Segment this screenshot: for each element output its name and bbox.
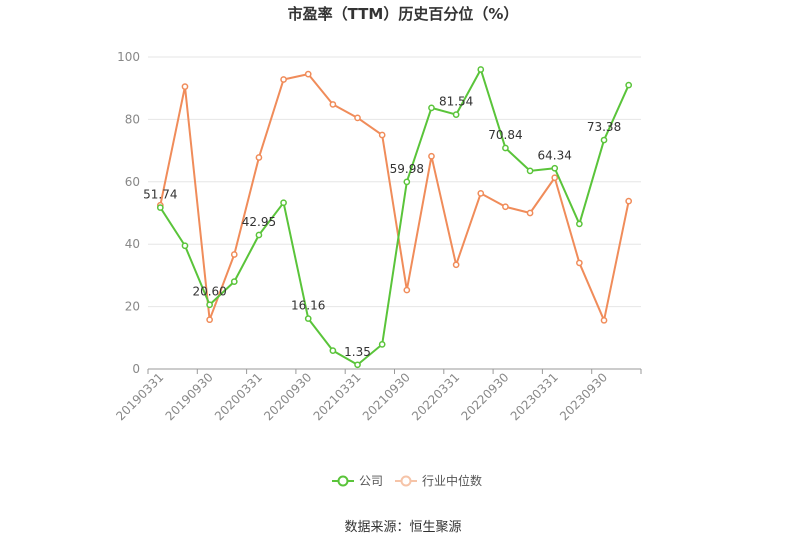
data-point[interactable] <box>181 83 189 90</box>
data-point[interactable] <box>304 70 312 78</box>
data-point[interactable] <box>255 231 263 239</box>
y-tick-label: 60 <box>125 175 140 189</box>
y-tick-label: 40 <box>125 237 140 251</box>
data-point[interactable] <box>477 189 485 197</box>
data-point[interactable] <box>304 315 312 322</box>
series-line <box>159 73 630 322</box>
data-point[interactable] <box>403 286 411 294</box>
data-label: 73.38 <box>587 120 621 134</box>
data-label: 42.95 <box>242 215 276 229</box>
data-point[interactable] <box>329 101 337 108</box>
y-tick-label: 0 <box>132 362 140 376</box>
gridlines <box>148 56 641 308</box>
data-point[interactable] <box>625 197 633 205</box>
data-point[interactable] <box>526 209 534 217</box>
y-tick-label: 80 <box>125 112 140 126</box>
data-label: 64.34 <box>538 148 572 162</box>
data-point[interactable] <box>600 136 608 144</box>
x-tick-label: 20190331 <box>113 370 166 423</box>
legend-swatch-marker <box>400 475 412 487</box>
data-point[interactable] <box>600 316 608 324</box>
data-point[interactable] <box>230 278 238 285</box>
data-label: 59.98 <box>390 162 424 176</box>
data-point[interactable] <box>206 316 213 324</box>
data-label: 70.84 <box>488 128 522 142</box>
data-point[interactable] <box>378 131 386 139</box>
legend-label: 公司 <box>359 474 383 488</box>
data-point[interactable] <box>280 76 287 83</box>
data-point[interactable] <box>255 154 263 161</box>
x-tick-label: 20230930 <box>557 370 610 423</box>
data-point[interactable] <box>378 341 386 348</box>
data-label: 20.60 <box>192 285 226 299</box>
data-point[interactable] <box>576 220 583 228</box>
data-point[interactable] <box>403 178 411 186</box>
data-point[interactable] <box>452 261 460 269</box>
data-labels: 51.74 20.60 42.95 16.16 1.35 59.98 81.54 70.84 6… <box>143 95 621 359</box>
legend-item[interactable]: 行业中位数 <box>395 473 482 488</box>
x-tick-label: 20220331 <box>409 370 462 423</box>
data-point[interactable] <box>502 144 509 152</box>
data-point[interactable] <box>280 199 287 207</box>
data-point[interactable] <box>576 259 583 267</box>
data-label: 51.74 <box>143 188 177 202</box>
data-point[interactable] <box>156 204 164 211</box>
legend[interactable]: 公司 行业中位数 <box>332 473 482 488</box>
y-axis-ticks: 0 20 40 60 80 100 <box>117 50 140 376</box>
x-tick-label: 20200930 <box>261 370 314 423</box>
data-point[interactable] <box>625 81 633 89</box>
x-tick-label: 20200331 <box>212 370 265 423</box>
y-tick-label: 100 <box>117 50 140 64</box>
source-text: 数据来源：恒生聚源 <box>344 520 461 535</box>
data-point[interactable] <box>428 152 435 160</box>
data-point[interactable] <box>206 301 213 309</box>
data-point[interactable] <box>181 242 189 250</box>
data-point[interactable] <box>551 174 559 182</box>
legend-swatch-marker <box>337 475 349 487</box>
data-point[interactable] <box>502 203 509 211</box>
x-tick-label: 20230331 <box>508 370 561 423</box>
x-tick-label: 20190930 <box>163 370 216 423</box>
legend-item[interactable]: 公司 <box>332 474 383 488</box>
data-point[interactable] <box>354 114 361 122</box>
series-group <box>156 66 633 369</box>
series-line <box>159 68 630 366</box>
data-point[interactable] <box>329 347 337 354</box>
data-point[interactable] <box>526 167 534 175</box>
x-tick-label: 20210930 <box>360 370 413 423</box>
data-point[interactable] <box>354 361 361 369</box>
x-tick-label: 20210331 <box>311 370 364 423</box>
legend-label: 行业中位数 <box>422 473 482 488</box>
data-point[interactable] <box>551 164 559 172</box>
data-point[interactable] <box>428 104 435 112</box>
data-label: 81.54 <box>439 95 473 109</box>
data-point[interactable] <box>477 66 485 73</box>
x-tick-label: 20220930 <box>458 370 511 423</box>
data-label: 16.16 <box>291 299 325 313</box>
chart-title: 市盈率（TTM）历史百分位（%） <box>288 5 519 23</box>
data-point[interactable] <box>452 111 460 118</box>
data-point[interactable] <box>230 251 238 258</box>
data-label: 1.35 <box>344 345 371 359</box>
x-axis-ticks: 2019033120190930202003312020093020210331… <box>113 369 642 423</box>
y-tick-label: 20 <box>125 300 140 314</box>
